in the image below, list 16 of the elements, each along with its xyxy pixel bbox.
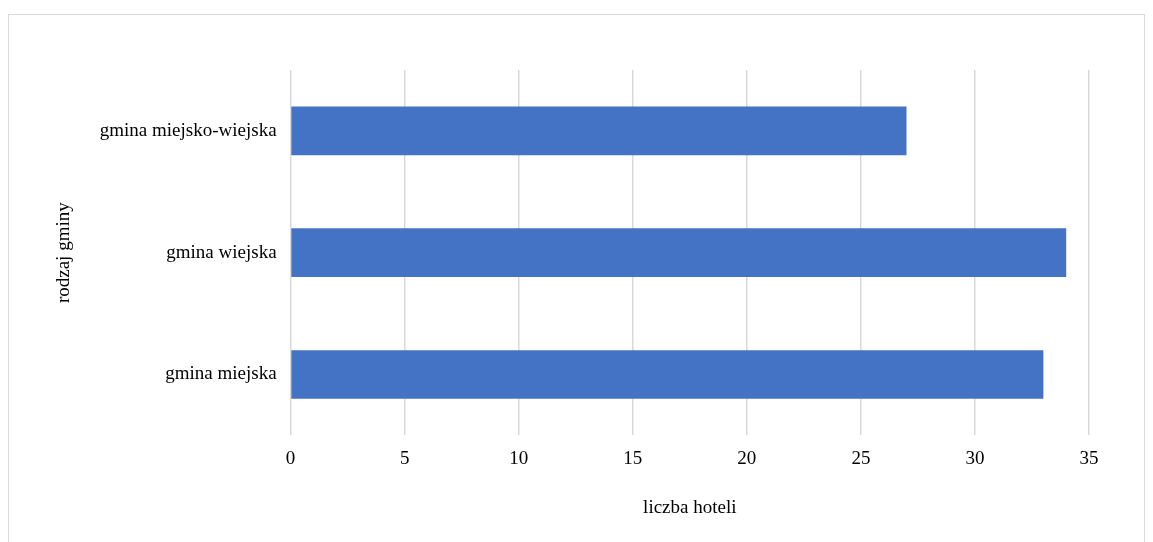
y-axis-title: rodzaj gminy	[52, 201, 74, 304]
x-tick-label: 5	[399, 446, 410, 468]
x-tick-label: 0	[285, 446, 296, 468]
bar	[291, 228, 1067, 278]
bar	[291, 350, 1044, 399]
bar	[291, 106, 907, 156]
y-tick-label: gmina miejsko-wiejska	[99, 118, 278, 140]
x-tick-label: 30	[965, 446, 985, 468]
x-tick-label: 15	[623, 446, 643, 468]
y-tick-label: gmina wiejska	[166, 240, 278, 262]
x-tick-label: 20	[737, 446, 757, 468]
x-axis-title: liczba hoteli	[643, 495, 737, 517]
y-tick-label: gmina miejska	[165, 362, 278, 384]
x-tick-label: 25	[851, 446, 871, 468]
x-tick-label: 10	[509, 446, 529, 468]
x-tick-label: 35	[1079, 446, 1099, 468]
